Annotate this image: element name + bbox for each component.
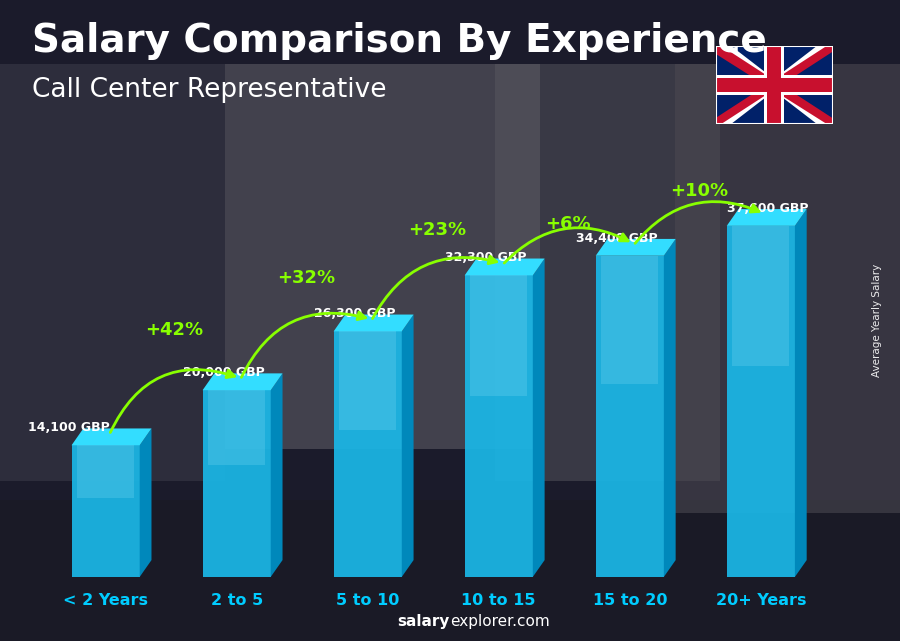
Polygon shape xyxy=(202,390,271,577)
Text: 34,400 GBP: 34,400 GBP xyxy=(576,231,658,244)
Polygon shape xyxy=(208,390,266,465)
Text: 14,100 GBP: 14,100 GBP xyxy=(28,421,110,434)
Polygon shape xyxy=(795,209,806,577)
Polygon shape xyxy=(716,46,832,124)
Polygon shape xyxy=(716,46,832,124)
Text: +42%: +42% xyxy=(146,321,203,340)
Text: 26,300 GBP: 26,300 GBP xyxy=(314,307,395,320)
Polygon shape xyxy=(140,428,151,577)
Text: 37,600 GBP: 37,600 GBP xyxy=(726,202,808,215)
Text: +10%: +10% xyxy=(670,182,728,200)
Text: 20,000 GBP: 20,000 GBP xyxy=(183,366,265,379)
Bar xyxy=(0,500,900,641)
Text: Salary Comparison By Experience: Salary Comparison By Experience xyxy=(32,22,766,60)
Text: salary: salary xyxy=(398,615,450,629)
Polygon shape xyxy=(339,331,396,429)
Text: +6%: +6% xyxy=(545,215,590,233)
Polygon shape xyxy=(72,428,151,445)
Polygon shape xyxy=(202,373,283,390)
Bar xyxy=(716,78,832,92)
Polygon shape xyxy=(596,239,676,256)
Polygon shape xyxy=(596,256,664,577)
Polygon shape xyxy=(716,46,832,124)
Text: +32%: +32% xyxy=(276,269,335,287)
Text: +23%: +23% xyxy=(408,221,466,238)
Text: Call Center Representative: Call Center Representative xyxy=(32,77,386,103)
Polygon shape xyxy=(533,258,544,577)
Polygon shape xyxy=(334,331,401,577)
Polygon shape xyxy=(733,226,789,366)
Text: Average Yearly Salary: Average Yearly Salary xyxy=(872,264,883,377)
Polygon shape xyxy=(271,373,283,577)
Polygon shape xyxy=(664,239,676,577)
Text: explorer.com: explorer.com xyxy=(450,615,550,629)
Bar xyxy=(0,64,225,481)
Bar xyxy=(767,46,781,124)
Bar xyxy=(495,64,720,481)
Polygon shape xyxy=(464,258,544,276)
Polygon shape xyxy=(401,315,414,577)
Polygon shape xyxy=(716,46,832,124)
Bar xyxy=(764,46,784,124)
Polygon shape xyxy=(72,445,140,577)
Bar xyxy=(716,75,832,95)
Polygon shape xyxy=(470,276,527,396)
Bar xyxy=(0,0,900,500)
Polygon shape xyxy=(716,46,832,124)
Polygon shape xyxy=(77,445,134,498)
Polygon shape xyxy=(727,226,795,577)
Polygon shape xyxy=(334,315,414,331)
Polygon shape xyxy=(727,209,806,226)
Polygon shape xyxy=(601,256,659,384)
Bar xyxy=(225,64,540,449)
Polygon shape xyxy=(716,46,832,124)
Bar xyxy=(675,64,900,513)
Text: 32,300 GBP: 32,300 GBP xyxy=(445,251,526,264)
Polygon shape xyxy=(464,276,533,577)
